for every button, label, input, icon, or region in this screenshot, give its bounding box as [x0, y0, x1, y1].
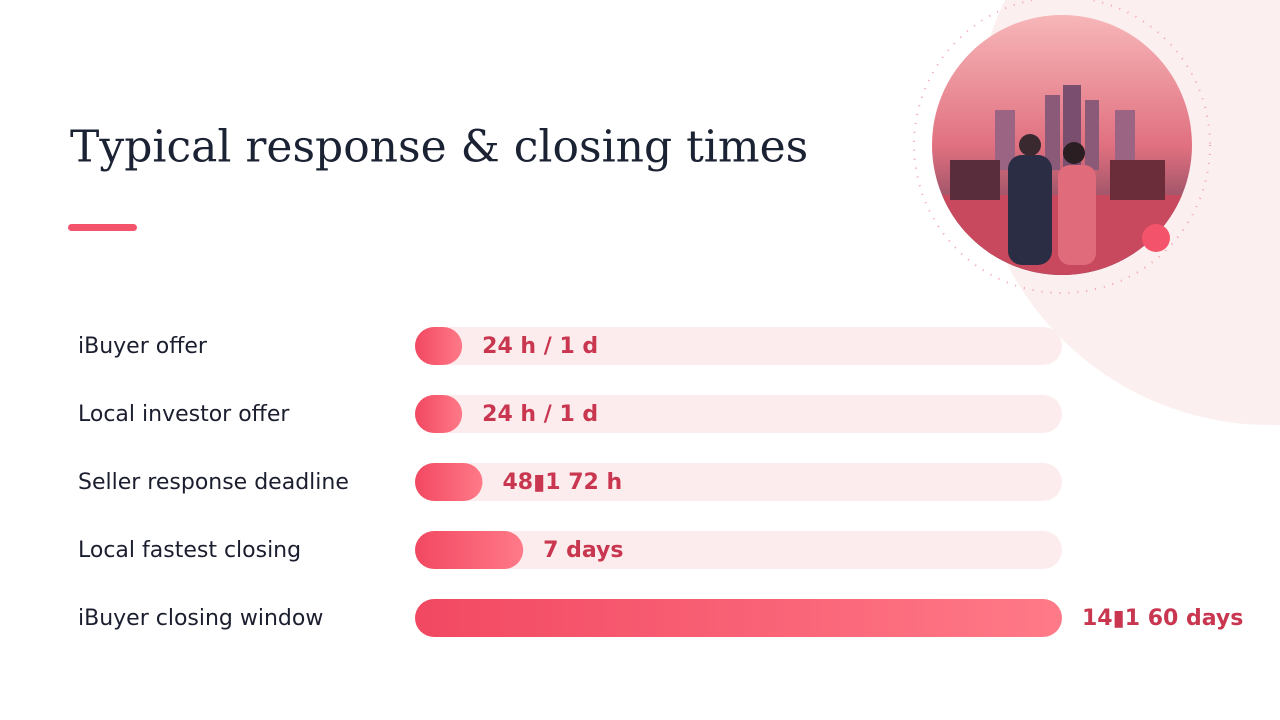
bar-track	[415, 327, 1062, 365]
category-label: Seller response deadline	[78, 470, 349, 495]
accent-dot	[1142, 224, 1170, 252]
title-underline	[68, 224, 137, 231]
value-label: 48▮1 72 h	[503, 470, 623, 495]
bar	[415, 463, 483, 501]
bar-track	[415, 395, 1062, 433]
category-label: Local investor offer	[78, 402, 290, 427]
illustration	[932, 15, 1192, 275]
bar-track	[415, 463, 1062, 501]
chart-title: Typical response & closing times	[70, 122, 808, 173]
value-label: 7 days	[543, 538, 623, 563]
bar	[415, 395, 463, 433]
category-label: iBuyer closing window	[78, 606, 323, 631]
bar	[415, 531, 524, 569]
bar	[415, 599, 1062, 637]
category-label: iBuyer offer	[78, 334, 208, 359]
value-label: 24 h / 1 d	[482, 334, 598, 359]
dotted-ring	[913, 0, 1211, 294]
bar	[415, 327, 463, 365]
value-label: 24 h / 1 d	[482, 402, 598, 427]
bar-track	[415, 531, 1062, 569]
value-label: 14▮1 60 days	[1082, 606, 1243, 631]
category-label: Local fastest closing	[78, 538, 301, 563]
